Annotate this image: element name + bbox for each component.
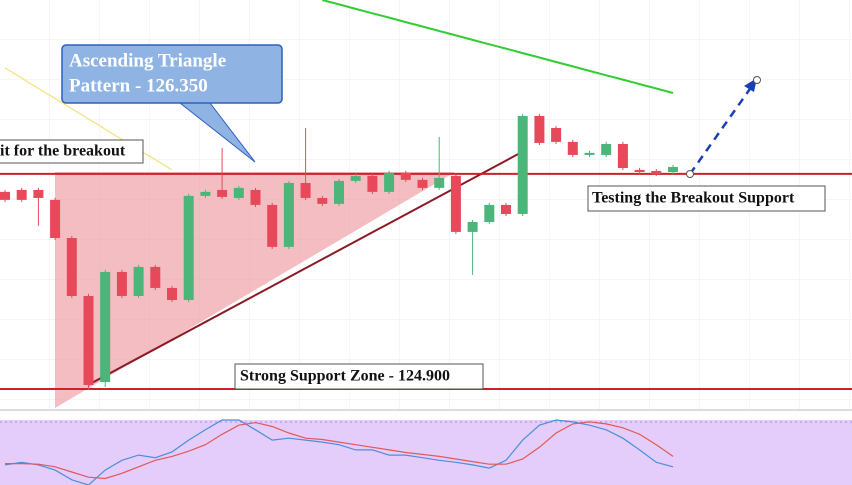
- candle-body: [551, 127, 562, 142]
- candle-body: [16, 189, 27, 200]
- candle-body: [116, 271, 127, 296]
- candle-body: [467, 221, 478, 232]
- candle-body: [450, 175, 461, 232]
- candle-body: [617, 143, 628, 169]
- candle-body: [434, 177, 445, 188]
- line-series: [4, 419, 674, 485]
- line-series: [4, 67, 173, 171]
- candle-body: [334, 180, 344, 204]
- candle-body: [534, 115, 545, 143]
- candle-body: [133, 266, 144, 296]
- candle-body: [83, 295, 94, 385]
- label: Strong Support Zone - 124.900: [240, 368, 450, 385]
- candle-body: [50, 199, 61, 238]
- arrow-start: [686, 170, 694, 178]
- candle-body: [317, 197, 328, 204]
- trend-line: [87, 151, 523, 386]
- candle-body: [567, 141, 578, 155]
- candle-body: [384, 172, 395, 192]
- candle-body: [217, 189, 228, 197]
- candle-body: [267, 204, 278, 247]
- candle-body: [66, 237, 77, 296]
- arrow-end: [753, 76, 761, 84]
- forecast-arrow: [688, 85, 754, 175]
- candle-body: [0, 191, 10, 200]
- candle-body: [33, 189, 44, 198]
- candle-body: [601, 143, 612, 155]
- candle-body: [367, 175, 378, 192]
- candle-body: [233, 187, 244, 198]
- candle-body: [200, 191, 211, 196]
- candle-body: [501, 204, 511, 214]
- candle-body: [517, 115, 528, 214]
- candle-body: [634, 169, 645, 173]
- label: Testing the Breakout Support: [592, 190, 795, 207]
- candle-body: [651, 170, 662, 174]
- annotations: Ascending Triangle Pattern - 126.350 it …: [0, 44, 826, 390]
- candle-body: [350, 175, 361, 181]
- candle-body: [400, 172, 411, 180]
- candle-body: [300, 182, 311, 198]
- callout-box: [61, 44, 283, 104]
- candle-body: [584, 152, 595, 155]
- candle-body: [100, 271, 111, 382]
- callout-line: Ascending Triangle: [69, 50, 226, 71]
- candle-body: [183, 195, 194, 300]
- candle-body: [250, 189, 261, 205]
- label: it for the breakout: [0, 143, 126, 160]
- callout-line: Pattern - 126.350: [69, 75, 208, 96]
- candle-body: [417, 179, 428, 188]
- label-box: [234, 363, 484, 390]
- label-box: [0, 139, 144, 164]
- candle-body: [283, 182, 294, 247]
- candle-body: [167, 287, 177, 300]
- candle-body: [150, 266, 161, 288]
- line-series: [322, 0, 674, 94]
- oscillator-pane: [0, 420, 852, 485]
- layer-marks: [0, 113, 678, 485]
- line-series: [5, 421, 674, 480]
- candle-body: [668, 166, 678, 173]
- label-box: [587, 185, 826, 212]
- candle-body: [484, 204, 495, 222]
